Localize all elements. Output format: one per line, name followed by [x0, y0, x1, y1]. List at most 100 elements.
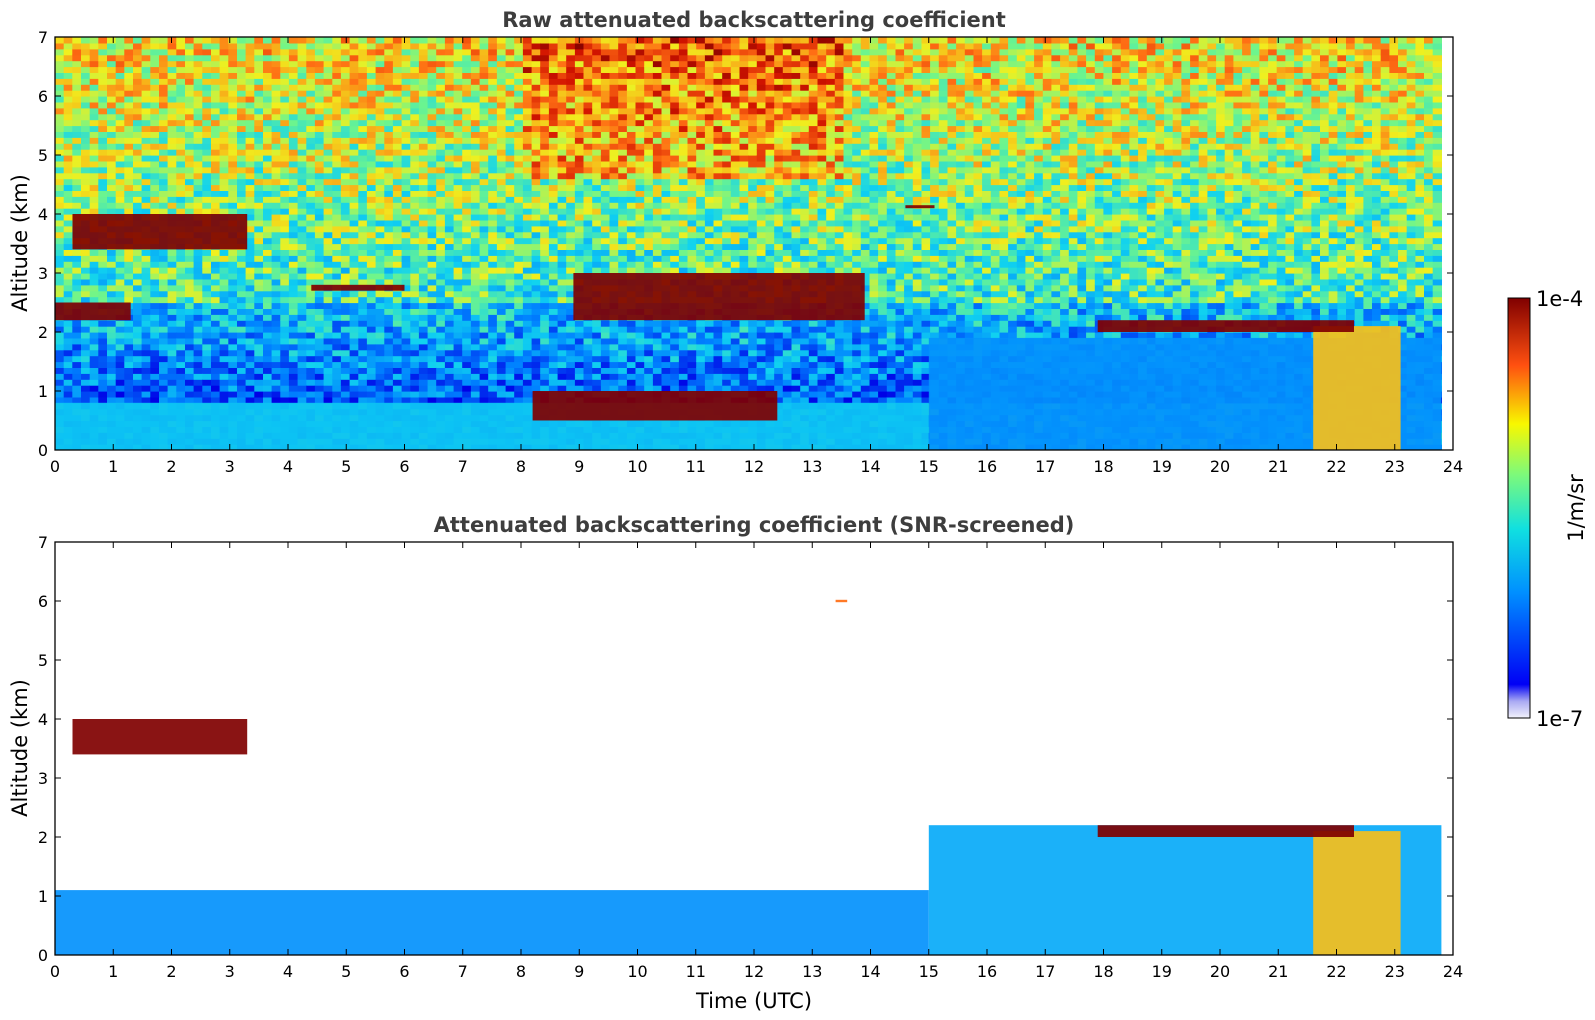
- heatmap-cell: [185, 208, 195, 215]
- heatmap-cell: [436, 361, 446, 368]
- heatmap-cell: [626, 84, 637, 91]
- heatmap-cell: [392, 60, 403, 68]
- heatmap-cell: [263, 343, 273, 351]
- heatmap-cell: [133, 96, 143, 103]
- heatmap-cell: [600, 101, 611, 109]
- heatmap-cell: [202, 119, 212, 127]
- heatmap-cell: [124, 385, 134, 392]
- heatmap-cell: [193, 314, 203, 321]
- heatmap-cell: [618, 243, 628, 250]
- heatmap-cell: [297, 184, 307, 191]
- heatmap-cell: [219, 367, 229, 374]
- heatmap-cell: [462, 284, 472, 292]
- heatmap-cell: [81, 143, 91, 150]
- heatmap-cell: [384, 320, 394, 327]
- heatmap-cell: [159, 149, 169, 156]
- heatmap-cell: [202, 160, 212, 168]
- heatmap-cell: [401, 379, 411, 386]
- heatmap-cell: [366, 37, 377, 44]
- heatmap-cell: [55, 137, 65, 144]
- heatmap-cell: [470, 255, 481, 262]
- heatmap-cell: [133, 66, 143, 73]
- heatmap-cell: [583, 155, 593, 162]
- heatmap-cell: [392, 143, 403, 150]
- heatmap-cell: [167, 249, 177, 256]
- heatmap-cell: [219, 326, 229, 333]
- heatmap-cell: [522, 37, 533, 44]
- heatmap-cell: [306, 42, 316, 50]
- heatmap-cell: [72, 202, 82, 209]
- heatmap-cell: [193, 284, 203, 292]
- heatmap-cell: [583, 78, 593, 85]
- heatmap-cell: [340, 396, 351, 404]
- heatmap-cell: [237, 137, 247, 144]
- heatmap-cell: [332, 166, 342, 174]
- heatmap-cell: [263, 178, 273, 186]
- heatmap-cell: [193, 178, 203, 186]
- heatmap-cell: [280, 302, 290, 309]
- heatmap-cell: [531, 160, 541, 168]
- heatmap-cell: [479, 113, 489, 121]
- heatmap-cell: [652, 37, 663, 44]
- heatmap-cell: [115, 208, 125, 215]
- heatmap-cell: [271, 119, 281, 127]
- heatmap-cell: [453, 332, 463, 339]
- heatmap-cell: [496, 379, 507, 386]
- heatmap-cell: [540, 60, 550, 68]
- heatmap-cell: [72, 361, 82, 368]
- heatmap-cell: [626, 214, 637, 221]
- heatmap-cell: [107, 267, 117, 274]
- heatmap-cell: [332, 243, 342, 250]
- heatmap-cell: [557, 284, 567, 292]
- heatmap-cell: [323, 125, 333, 132]
- heatmap-cell: [185, 149, 195, 156]
- heatmap-cell: [366, 178, 377, 186]
- heatmap-cell: [540, 361, 550, 368]
- heatmap-cell: [427, 261, 437, 268]
- heatmap-cell: [384, 373, 394, 380]
- heatmap-cell: [557, 349, 567, 357]
- heatmap-cell: [462, 296, 472, 304]
- heatmap-cell: [306, 296, 316, 304]
- heatmap-cell: [280, 178, 290, 186]
- heatmap-cell: [583, 355, 593, 363]
- heatmap-cell: [340, 101, 351, 109]
- heatmap-cell: [81, 190, 91, 197]
- heatmap-cell: [349, 72, 359, 79]
- heatmap-cell: [159, 385, 169, 392]
- heatmap-cell: [332, 332, 342, 339]
- heatmap-cell: [375, 261, 385, 268]
- heatmap-cell: [626, 60, 637, 68]
- heatmap-cell: [401, 149, 411, 156]
- heatmap-cell: [98, 172, 108, 180]
- heatmap-cell: [366, 391, 377, 398]
- heatmap-cell: [219, 125, 229, 132]
- heatmap-cell: [583, 54, 593, 62]
- heatmap-cell: [141, 255, 151, 262]
- heatmap-cell: [531, 214, 541, 221]
- heatmap-cell: [410, 166, 420, 174]
- heatmap-cell: [626, 172, 637, 180]
- heatmap-cell: [488, 178, 498, 186]
- heatmap-cell: [470, 278, 481, 286]
- heatmap-cell: [314, 261, 325, 268]
- heatmap-cell: [514, 54, 524, 62]
- heatmap-cell: [271, 42, 281, 50]
- heatmap-cell: [470, 113, 481, 121]
- heatmap-cell: [427, 101, 437, 109]
- heatmap-cell: [167, 37, 177, 44]
- heatmap-cell: [202, 249, 212, 256]
- heatmap-cell: [540, 42, 550, 50]
- heatmap-cell: [107, 202, 117, 209]
- heatmap-cell: [470, 202, 481, 209]
- heatmap-cell: [366, 361, 377, 368]
- heatmap-cell: [306, 326, 316, 333]
- heatmap-cell: [358, 131, 368, 138]
- heatmap-cell: [609, 355, 619, 363]
- heatmap-cell: [661, 349, 671, 357]
- heatmap-cell: [167, 54, 177, 62]
- heatmap-cell: [176, 284, 186, 292]
- heatmap-cell: [185, 296, 195, 304]
- heatmap-cell: [583, 202, 593, 209]
- heatmap-cell: [427, 332, 437, 339]
